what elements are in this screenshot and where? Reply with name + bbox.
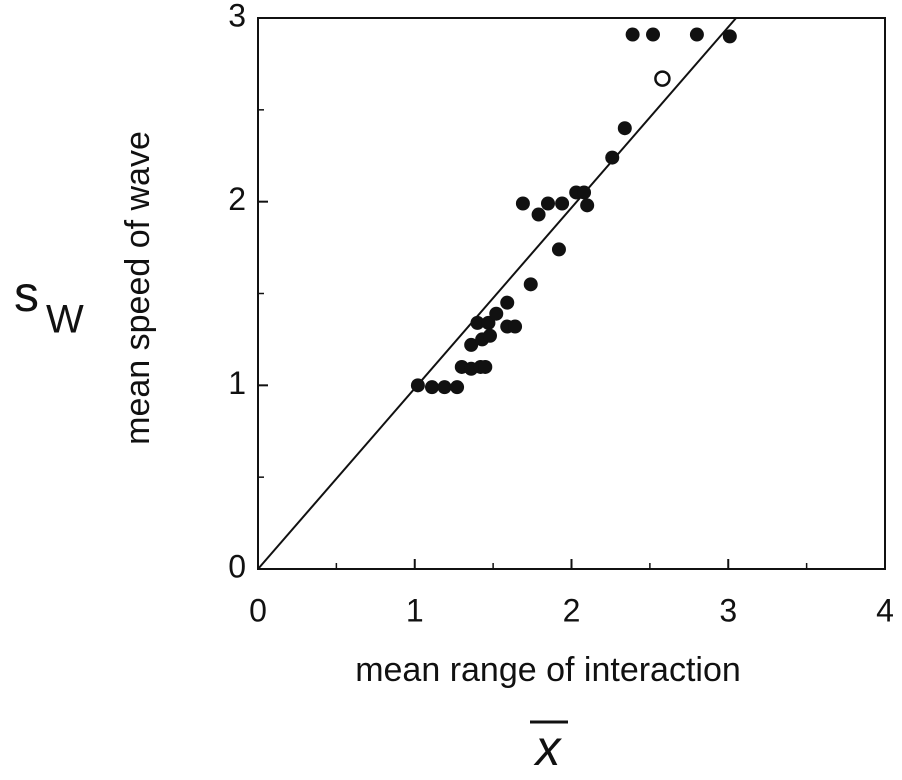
- x-tick-label: 0: [249, 592, 267, 628]
- point: [646, 27, 661, 42]
- point: [500, 295, 515, 310]
- point: [489, 306, 504, 321]
- point: [478, 359, 493, 374]
- point: [508, 319, 523, 334]
- point: [605, 150, 620, 165]
- point: [555, 196, 570, 211]
- point: [470, 315, 485, 330]
- x-symbol: x: [534, 720, 563, 776]
- point: [625, 27, 640, 42]
- point: [689, 27, 704, 42]
- point: [523, 277, 538, 292]
- point: [540, 196, 555, 211]
- y-symbol: s: [14, 266, 39, 322]
- point: [515, 196, 530, 211]
- point: [424, 380, 439, 395]
- x-tick-label: 1: [406, 592, 424, 628]
- point: [551, 242, 566, 257]
- x-tick-label: 4: [876, 592, 894, 628]
- point: [481, 315, 496, 330]
- point: [580, 198, 595, 213]
- point: [722, 29, 737, 44]
- point: [654, 70, 671, 87]
- point: [450, 380, 465, 395]
- point: [482, 328, 497, 343]
- plot-frame: [257, 17, 886, 570]
- y-tick-label: 0: [228, 548, 246, 584]
- y-tick-label: 1: [228, 365, 246, 401]
- y-tick-label: 3: [228, 0, 246, 33]
- point: [531, 207, 546, 222]
- y-symbol-sub: W: [46, 298, 84, 342]
- y-tick-label: 2: [228, 181, 246, 217]
- point: [410, 378, 425, 393]
- point: [617, 121, 632, 136]
- fit-line: [257, 17, 737, 570]
- y-axis-label: mean speed of wave: [119, 131, 157, 445]
- point: [464, 337, 479, 352]
- x-axis-label: mean range of interaction: [355, 651, 741, 689]
- point: [577, 185, 592, 200]
- x-tick-label: 3: [719, 592, 737, 628]
- point: [437, 380, 452, 395]
- x-tick-label: 2: [563, 592, 581, 628]
